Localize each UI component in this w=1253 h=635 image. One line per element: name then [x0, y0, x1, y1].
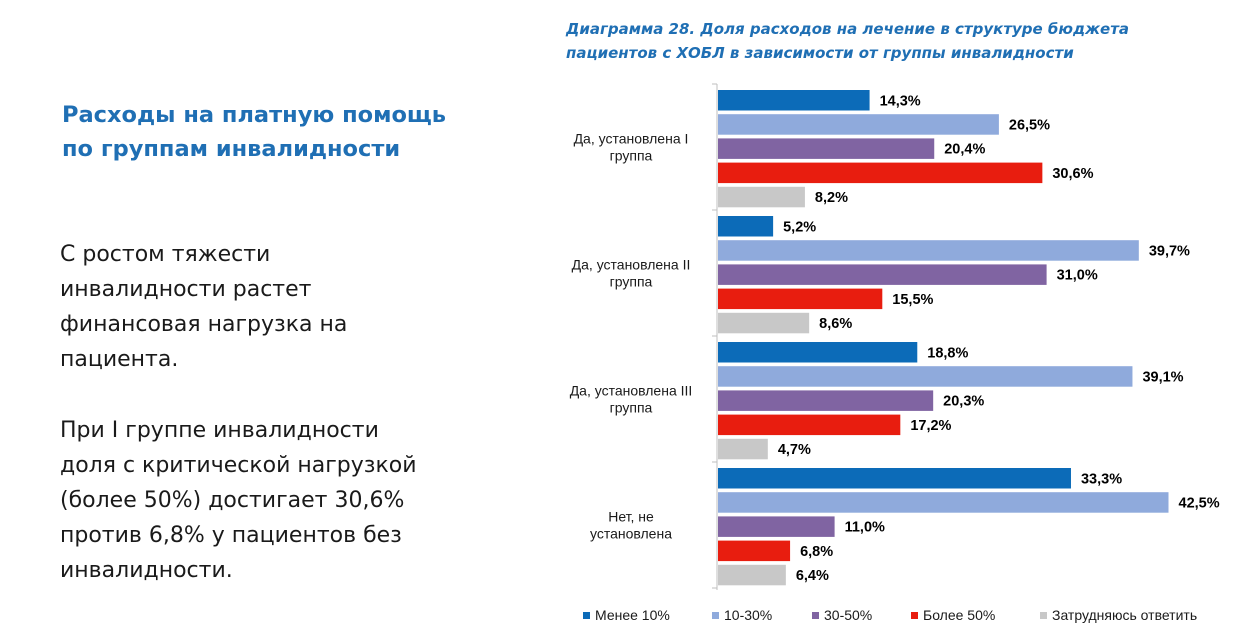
- bar: [718, 312, 810, 334]
- bar: [718, 114, 999, 135]
- bar: [718, 492, 1169, 513]
- bar: [718, 390, 934, 411]
- category-label: Да, установлена II группа: [572, 257, 691, 290]
- data-label: 39,1%: [1142, 369, 1183, 385]
- category-label-line: группа: [610, 148, 653, 164]
- data-label: 14,3%: [880, 93, 921, 109]
- data-label: 6,4%: [796, 568, 829, 584]
- data-label: 18,8%: [927, 345, 968, 361]
- data-label: 5,2%: [783, 219, 816, 235]
- legend-label: 10-30%: [724, 607, 772, 623]
- bar: [718, 240, 1139, 261]
- category-label-line: Да, установлена I: [574, 131, 689, 147]
- legend-swatch: [583, 612, 590, 619]
- category-label-line: группа: [610, 400, 653, 416]
- category-label-line: Да, установлена II: [572, 257, 691, 273]
- category-label: Нет, не установлена: [590, 509, 672, 542]
- category-label-line: Да, установлена III: [570, 383, 693, 399]
- legend-swatch: [812, 612, 819, 619]
- bar: [718, 516, 835, 537]
- category-label: Да, установлена III группа: [570, 383, 693, 416]
- data-label: 15,5%: [892, 292, 933, 308]
- bar: [718, 564, 786, 586]
- bar: [718, 186, 805, 208]
- data-label: 11,0%: [845, 520, 885, 536]
- data-label: 17,2%: [910, 418, 951, 434]
- bar: [718, 138, 935, 159]
- paragraph-critical-load: При I группе инвалидности доля с критиче…: [60, 418, 417, 583]
- data-label: 30,6%: [1052, 166, 1093, 182]
- legend-label: 30-50%: [824, 607, 872, 623]
- data-label: 4,7%: [778, 442, 811, 458]
- bar: [718, 540, 791, 562]
- bar: [718, 366, 1133, 387]
- bar: [718, 414, 901, 436]
- legend-label: Более 50%: [923, 607, 995, 623]
- legend-swatch: [1040, 612, 1047, 619]
- legend-swatch: [712, 612, 719, 619]
- bar: [718, 468, 1071, 489]
- bar: [718, 288, 883, 310]
- category-label-line: группа: [610, 274, 653, 290]
- bar: [718, 162, 1043, 184]
- bar: [718, 264, 1047, 285]
- data-label: 39,7%: [1149, 243, 1190, 259]
- data-label: 6,8%: [800, 544, 833, 560]
- bar: [718, 438, 768, 460]
- category-label-line: установлена: [590, 526, 672, 542]
- data-label: 42,5%: [1179, 495, 1220, 511]
- data-label: 20,3%: [943, 394, 984, 410]
- category-label-line: Нет, не: [608, 509, 654, 525]
- data-label: 8,2%: [815, 190, 848, 206]
- chart-title: Диаграмма 28. Доля расходов на лечение в…: [566, 20, 1130, 62]
- bar: [718, 342, 918, 363]
- data-label: 20,4%: [944, 142, 985, 158]
- data-label: 26,5%: [1009, 117, 1050, 133]
- data-label: 31,0%: [1057, 268, 1098, 284]
- bar: [718, 90, 870, 111]
- data-label: 33,3%: [1081, 471, 1122, 487]
- legend-swatch: [911, 612, 918, 619]
- paragraph-severity: С ростом тяжести инвалидности растет фин…: [60, 242, 348, 372]
- slide-title: Расходы на платную помощь по группам инв…: [62, 102, 447, 162]
- legend-label: Менее 10%: [595, 607, 670, 623]
- legend-label: Затрудняюсь ответить: [1052, 607, 1197, 623]
- bar: [718, 216, 774, 237]
- data-label: 8,6%: [819, 316, 852, 332]
